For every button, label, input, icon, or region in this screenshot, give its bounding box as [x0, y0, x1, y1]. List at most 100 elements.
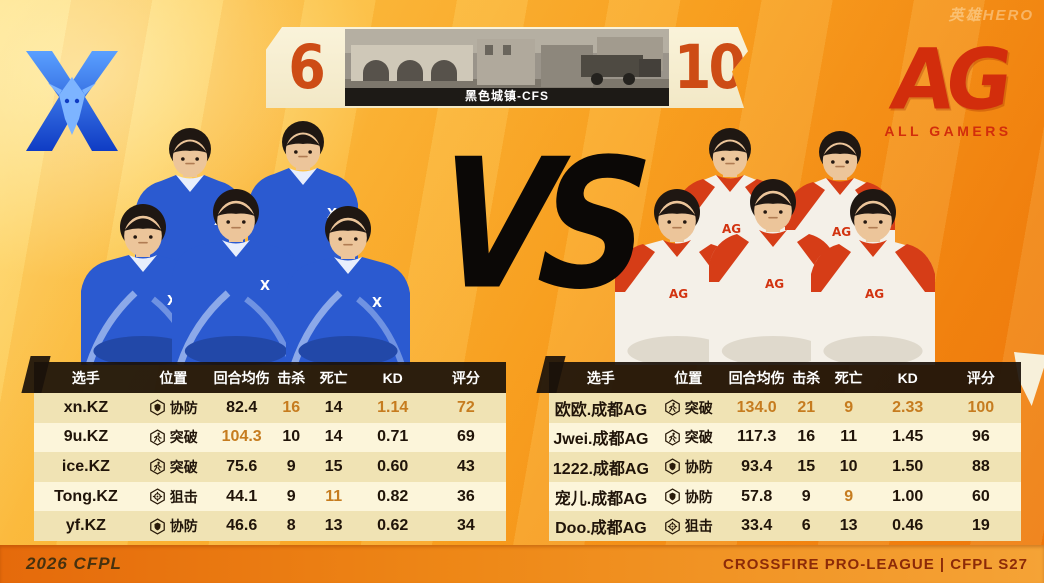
right-table-header: 选手 位置 回合均伤 击杀 死亡 KD 评分: [549, 362, 1021, 393]
kd-value: 0.71: [377, 428, 409, 446]
col-rating: 评分: [451, 369, 480, 386]
runner-icon: [149, 429, 166, 446]
kills-value: 16: [282, 398, 301, 416]
kd-value: 2.33: [892, 398, 924, 416]
col-avg-damage: 回合均伤: [213, 369, 270, 386]
kd-value: 0.82: [377, 487, 409, 505]
player-name: 欧欧.成都AG: [554, 401, 648, 419]
deaths-value: 14: [324, 398, 343, 416]
avg-damage-value: 44.1: [226, 487, 258, 505]
player-role: 协防: [653, 457, 724, 477]
avg-damage-value: 46.6: [226, 517, 258, 535]
rating-value: 69: [456, 428, 475, 446]
rating-value: 60: [971, 487, 990, 505]
kills-value: 10: [282, 428, 301, 446]
rating-value: 43: [456, 457, 475, 475]
avg-damage-value: 117.3: [737, 428, 777, 446]
score-left: 6: [288, 32, 323, 103]
kz-team-logo: [26, 51, 118, 151]
ag-logo-text: AG: [885, 30, 1011, 129]
crosshair-icon: [149, 488, 166, 505]
rating-value: 36: [456, 487, 475, 505]
kd-value: 1.45: [892, 428, 924, 446]
rating-value: 100: [967, 398, 995, 416]
col-kd: KD: [382, 369, 403, 386]
table-row: xn.KZ 协防 82.4 16 14 1.14 72: [34, 393, 506, 423]
deaths-value: 15: [324, 457, 343, 475]
deaths-value: 9: [844, 487, 854, 505]
svg-text:AG: AG: [765, 277, 784, 291]
role-label: 突破: [169, 458, 198, 475]
role-label: 协防: [169, 399, 198, 416]
player-role: 突破: [653, 398, 724, 418]
col-rating: 评分: [966, 369, 995, 386]
deaths-value: 14: [324, 428, 343, 446]
deaths-value: 9: [844, 398, 854, 416]
map-thumbnail: 黑色城镇-CFS: [345, 29, 669, 106]
col-position: 位置: [674, 369, 703, 386]
kd-value: 0.60: [377, 457, 409, 475]
shield-icon: [149, 517, 166, 535]
svg-text:AG: AG: [669, 287, 688, 301]
deaths-value: 11: [840, 428, 858, 446]
kd-value: 0.62: [377, 517, 409, 535]
role-label: 狙击: [684, 518, 713, 535]
ag-team-logo: AG ALL GAMERS: [878, 31, 1018, 139]
deaths-value: 11: [325, 487, 343, 505]
map-name-label: 黑色城镇-CFS: [465, 89, 549, 103]
kills-value: 8: [286, 517, 296, 535]
ag-logo-subtext: ALL GAMERS: [884, 123, 1012, 139]
rating-value: 88: [971, 457, 990, 475]
player-role: 狙击: [138, 487, 209, 507]
player-role: 突破: [138, 457, 209, 477]
player-name: Jwei.成都AG: [553, 431, 649, 449]
table-row: Doo.成都AG 狙击 33.4 6 13 0.46 19: [549, 511, 1021, 541]
kd-value: 0.46: [892, 517, 924, 535]
avg-damage-value: 134.0: [736, 398, 777, 416]
kills-value: 9: [286, 487, 296, 505]
rating-value: 34: [456, 517, 475, 535]
col-player: 选手: [586, 369, 615, 386]
kills-value: 15: [797, 457, 816, 475]
kd-value: 1.00: [892, 487, 924, 505]
player-role: 协防: [653, 487, 724, 507]
player-name: 宠儿.成都AG: [554, 490, 648, 508]
col-kills: 击杀: [792, 369, 821, 386]
svg-text:X: X: [372, 296, 382, 311]
kd-value: 1.50: [892, 457, 924, 475]
role-label: 协防: [169, 518, 198, 535]
svg-text:X: X: [260, 279, 270, 294]
player-role: 协防: [138, 398, 209, 418]
table-row: Jwei.成都AG 突破 117.3 16 11 1.45 96: [549, 422, 1021, 453]
kills-value: 16: [797, 428, 816, 446]
player-name: Tong.KZ: [54, 487, 118, 505]
runner-icon: [664, 429, 681, 446]
table-row: 1222.成都AG 协防 93.4 15 10 1.50 88: [549, 452, 1021, 482]
deaths-value: 13: [839, 517, 858, 535]
player-role: 突破: [653, 427, 724, 447]
role-label: 协防: [684, 458, 713, 475]
player-role: 狙击: [653, 516, 724, 536]
svg-text:AG: AG: [722, 222, 741, 236]
avg-damage-value: 82.4: [226, 398, 258, 416]
season-label: 2026 CFPL: [26, 554, 122, 573]
col-player: 选手: [71, 369, 100, 386]
col-avg-damage: 回合均伤: [728, 369, 785, 386]
shield-icon: [664, 458, 681, 476]
deaths-value: 10: [839, 457, 858, 475]
player-name: xn.KZ: [63, 398, 109, 416]
avg-damage-value: 75.6: [226, 457, 258, 475]
player-name: 9u.KZ: [63, 428, 109, 446]
player-name: Doo.成都AG: [555, 520, 647, 538]
col-deaths: 死亡: [834, 369, 863, 386]
role-label: 协防: [684, 488, 713, 505]
left-stats-table: 选手 位置 回合均伤 击杀 死亡 KD 评分 xn.KZ 协防 82.4 16 14 1.…: [34, 362, 506, 541]
kills-value: 6: [801, 517, 811, 535]
right-stats-table: 选手 位置 回合均伤 击杀 死亡 KD 评分 欧欧.成都AG 突破 134.0 21 9…: [549, 362, 1021, 541]
score-banner: 6 黑色城镇-CFS 10: [266, 27, 748, 108]
map-image: [345, 29, 669, 106]
col-kd: KD: [897, 369, 918, 386]
score-right: 10: [673, 32, 744, 103]
table-row: 宠儿.成都AG 协防 57.8 9 9 1.00 60: [549, 481, 1021, 512]
